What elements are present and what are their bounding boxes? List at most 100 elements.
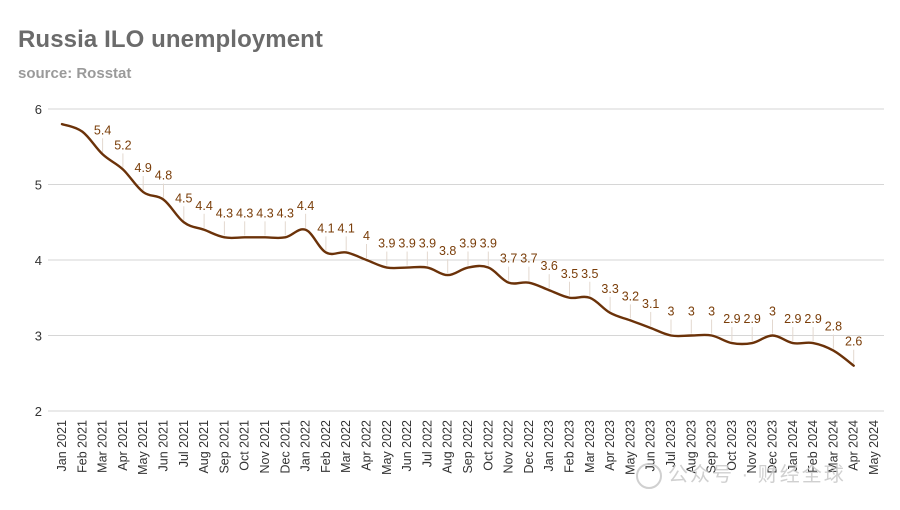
- x-tick-label: Apr 2021: [116, 420, 130, 471]
- x-tick-label: Jul 2022: [420, 420, 434, 467]
- data-point: [548, 289, 550, 291]
- data-point: [447, 274, 449, 276]
- data-label: 4.5: [175, 191, 192, 205]
- data-label: 2.8: [825, 320, 842, 334]
- data-label: 3.9: [398, 237, 415, 251]
- data-label: 3.9: [480, 237, 497, 251]
- data-label: 2.6: [845, 335, 862, 349]
- data-point: [386, 266, 388, 268]
- watermark: 公众号 · 财经全球: [636, 458, 846, 489]
- x-tick-label: Mar 2022: [339, 420, 353, 473]
- data-label: 3.3: [601, 282, 618, 296]
- data-point: [365, 259, 367, 261]
- data-point: [771, 334, 773, 336]
- data-label: 2.9: [723, 312, 740, 326]
- x-tick-label: Nov 2023: [745, 420, 759, 474]
- x-tick-label: May 2023: [623, 420, 637, 475]
- x-tick-label: Dec 2021: [278, 420, 292, 474]
- y-tick-label: 2: [35, 404, 42, 419]
- y-tick-label: 3: [35, 329, 42, 344]
- data-point: [629, 319, 631, 321]
- x-tick-label: Apr 2024: [847, 420, 861, 471]
- x-tick-label: Aug 2022: [441, 420, 455, 474]
- data-label: 3.5: [561, 267, 578, 281]
- data-point: [284, 236, 286, 238]
- y-tick-label: 5: [35, 178, 42, 193]
- data-point: [426, 266, 428, 268]
- x-tick-label: Oct 2022: [481, 420, 495, 471]
- x-tick-label: Jun 2023: [644, 420, 658, 471]
- x-tick-label: Mar 2024: [826, 420, 840, 473]
- data-label: 3.6: [541, 259, 558, 273]
- data-label: 3: [769, 305, 776, 319]
- data-point: [568, 297, 570, 299]
- data-point: [589, 297, 591, 299]
- data-point: [162, 198, 164, 200]
- data-label: 4.4: [195, 199, 212, 213]
- data-point: [731, 342, 733, 344]
- x-tick-label: Jan 2024: [786, 420, 800, 471]
- x-tick-label: Sep 2022: [461, 420, 475, 474]
- x-tick-label: Mar 2021: [96, 420, 110, 473]
- x-tick-label: Aug 2021: [197, 420, 211, 474]
- x-tick-label: Jul 2021: [177, 420, 191, 467]
- x-tick-label: Feb 2022: [319, 420, 333, 473]
- data-point: [670, 334, 672, 336]
- data-point: [832, 349, 834, 351]
- x-tick-label: Apr 2023: [603, 420, 617, 471]
- data-label: 4.9: [135, 161, 152, 175]
- data-point: [345, 251, 347, 253]
- data-label: 5.2: [114, 138, 131, 152]
- data-point: [61, 123, 63, 125]
- series-line-layer: [60, 122, 855, 367]
- x-tick-label: Jul 2023: [664, 420, 678, 467]
- x-tick-label: Nov 2022: [502, 420, 516, 474]
- data-point: [792, 342, 794, 344]
- x-tick-label: May 2021: [136, 420, 150, 475]
- data-label: 4.8: [155, 169, 172, 183]
- data-point: [142, 191, 144, 193]
- data-point: [507, 281, 509, 283]
- data-label: 4.3: [277, 206, 294, 220]
- x-tick-label: Jan 2021: [55, 420, 69, 471]
- chart-subtitle: source: Rosstat: [18, 65, 132, 82]
- data-label: 3: [708, 305, 715, 319]
- data-point: [203, 229, 205, 231]
- data-point: [325, 251, 327, 253]
- data-label: 3.8: [439, 244, 456, 258]
- x-tick-label: Dec 2023: [766, 420, 780, 474]
- data-point: [487, 266, 489, 268]
- watermark-text: 公众号 · 财经全球: [668, 464, 846, 486]
- wechat-logo-icon: [636, 462, 662, 489]
- x-tick-label: Aug 2023: [684, 420, 698, 474]
- data-point: [183, 221, 185, 223]
- series-line: [60, 122, 855, 367]
- data-label: 4.1: [317, 221, 334, 235]
- data-point: [264, 236, 266, 238]
- data-label: 4.3: [256, 206, 273, 220]
- data-label: 2.9: [804, 312, 821, 326]
- data-label: 2.9: [744, 312, 761, 326]
- data-point: [304, 229, 306, 231]
- data-labels: 5.45.24.94.84.54.44.3 4.3 4.3 4.34.44.1 4.14…: [61, 123, 863, 351]
- x-tick-label: Feb 2021: [75, 420, 89, 473]
- data-point: [751, 342, 753, 344]
- data-point: [81, 130, 83, 132]
- y-tick-label: 6: [35, 102, 42, 117]
- data-label: 3.1: [642, 297, 659, 311]
- data-point: [223, 236, 225, 238]
- data-label: 3: [688, 305, 695, 319]
- x-tick-label: Jan 2023: [542, 420, 556, 471]
- data-point: [690, 334, 692, 336]
- data-label: 2.9: [784, 312, 801, 326]
- chart-title: Russia ILO unemployment: [18, 26, 324, 53]
- x-tick-label: Nov 2021: [258, 420, 272, 474]
- y-axis-ticks: 2 3 4 5 6: [35, 102, 42, 419]
- x-tick-label: Jun 2022: [400, 420, 414, 471]
- data-point: [406, 266, 408, 268]
- data-label: 3.9: [419, 237, 436, 251]
- y-tick-label: 4: [35, 253, 42, 268]
- x-tick-label: Apr 2022: [360, 420, 374, 471]
- x-tick-label: Mar 2023: [583, 420, 597, 473]
- x-tick-label: Sep 2023: [705, 420, 719, 474]
